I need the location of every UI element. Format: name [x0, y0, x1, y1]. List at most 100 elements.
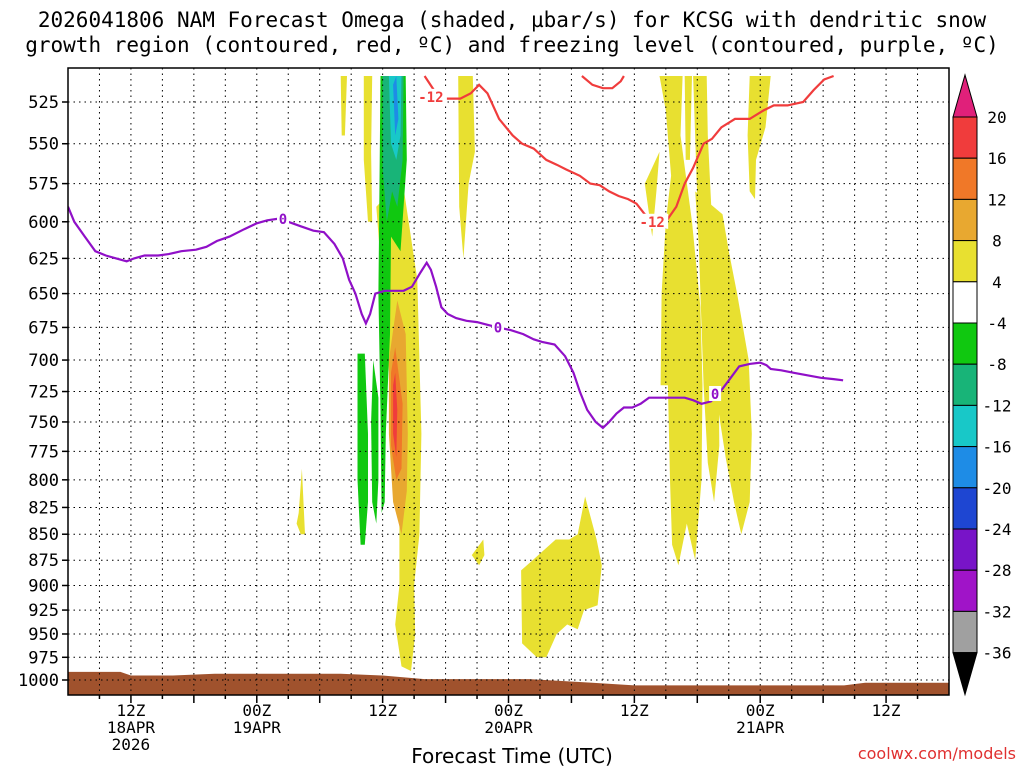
contour-label-1: -12	[640, 215, 665, 231]
x-tick-label-66-1: 21APR	[736, 718, 785, 737]
colorbar-label-13: -36	[983, 644, 1012, 663]
colorbar-bin-13	[952, 610, 978, 654]
colorbar-bin-5	[952, 281, 978, 324]
contour-label-bg-1	[636, 213, 669, 229]
colorbar-bin-7	[952, 363, 978, 406]
colorbar-bin-9	[952, 446, 978, 489]
omega-region-3	[458, 76, 475, 259]
y-tick-label-675: 675	[28, 318, 59, 338]
colorbar-bin-4	[952, 240, 978, 283]
colorbar-bin-2	[952, 157, 978, 200]
colorbar-label-10: -24	[983, 520, 1012, 539]
contour-lines	[68, 74, 844, 430]
colorbar-label-6: -8	[987, 355, 1006, 374]
y-tick-label-600: 600	[28, 213, 59, 233]
x-tick-label-18-0: 00Z	[242, 701, 271, 720]
colorbar-bin-10	[952, 487, 978, 530]
y-tick-label-1000: 1000	[18, 671, 59, 691]
colorbar-bin-6	[952, 322, 978, 365]
y-tick-label-875: 875	[28, 551, 59, 571]
site-credit: coolwx.com/models	[857, 744, 1016, 763]
omega-region-21	[393, 76, 399, 136]
x-tick-label-6-0: 12Z	[116, 701, 145, 720]
omega-region-4	[296, 468, 305, 535]
y-tick-label-525: 525	[28, 93, 59, 113]
y-tick-label-900: 900	[28, 576, 59, 596]
contour-labels: -12 -12 0 0 0	[277, 88, 722, 403]
y-tick-label-800: 800	[28, 471, 59, 491]
x-tick-label-42-1: 20APR	[484, 718, 533, 737]
colorbar-bin-3	[952, 198, 978, 242]
contour-label-0: -12	[418, 90, 443, 106]
colorbar-label-11: -28	[983, 561, 1012, 580]
contour-label-3: 0	[494, 320, 502, 336]
colorbar-bin-1	[952, 116, 978, 159]
x-tick-label-54-0: 12Z	[620, 701, 649, 720]
colorbar-label-0: 20	[987, 108, 1006, 127]
y-tick-label-775: 775	[28, 442, 59, 462]
x-tick-label-78-0: 12Z	[872, 701, 901, 720]
omega-shading	[296, 76, 771, 671]
y-tick-label-725: 725	[28, 383, 59, 403]
title-line-2: growth region (contoured, red, ºC) and f…	[25, 33, 999, 57]
contour-label-bg-3	[492, 319, 505, 335]
colorbar: 20 16 12 8 4 -4 -8 -12 -16 -20 -24 -28 -32 -36	[952, 73, 1012, 697]
colorbar-label-4: 4	[992, 273, 1002, 292]
y-tick-label-700: 700	[28, 351, 59, 371]
contour-line-1	[581, 75, 625, 90]
contour-label-2: 0	[279, 212, 287, 228]
x-tick-label-6-2: 2026	[112, 735, 151, 754]
contour-label-4: 0	[711, 387, 719, 403]
y-tick-label-575: 575	[28, 175, 59, 195]
omega-region-7	[644, 151, 660, 237]
omega-region-12	[695, 191, 752, 535]
colorbar-label-9: -20	[983, 479, 1012, 498]
x-tick-label-6-1: 18APR	[107, 718, 156, 737]
omega-region-9	[684, 76, 692, 160]
colorbar-bin-11	[952, 528, 978, 571]
contour-label-bg-4	[709, 386, 722, 402]
y-tick-label-825: 825	[28, 498, 59, 518]
omega-region-16	[357, 353, 368, 545]
ground-layer	[68, 671, 949, 695]
y-axis: 525 550 575 600 625 650 675 700 725 750 775 800 825 8…	[18, 93, 68, 691]
contour-line-0	[423, 74, 834, 223]
colorbar-label-2: 12	[987, 190, 1006, 209]
omega-region-11	[747, 76, 771, 200]
y-tick-label-975: 975	[28, 648, 59, 668]
x-tick-label-30-0: 12Z	[368, 701, 397, 720]
x-tick-label-66-0: 00Z	[746, 701, 775, 720]
colorbar-label-12: -32	[983, 602, 1012, 621]
y-tick-label-925: 925	[28, 601, 59, 621]
y-tick-label-625: 625	[28, 249, 59, 269]
omega-region-15	[393, 372, 398, 458]
y-tick-label-950: 950	[28, 625, 59, 645]
title-line-1: 2026041806 NAM Forecast Omega (shaded, µ…	[37, 8, 987, 32]
contour-line-2	[68, 206, 844, 430]
y-tick-label-850: 850	[28, 525, 59, 545]
colorbar-arrow-bottom	[952, 652, 978, 697]
x-tick-label-18-1: 19APR	[233, 718, 282, 737]
contour-label-bg-0	[414, 88, 447, 104]
omega-region-17	[371, 360, 379, 524]
y-tick-label-550: 550	[28, 135, 59, 155]
colorbar-label-1: 16	[987, 149, 1006, 168]
y-tick-label-750: 750	[28, 413, 59, 433]
contour-label-bg-2	[277, 210, 290, 226]
grid-lines	[68, 68, 950, 695]
y-tick-label-650: 650	[28, 285, 59, 305]
ground-fill	[68, 671, 949, 695]
omega-region-1	[363, 76, 373, 222]
omega-region-5	[471, 539, 485, 566]
colorbar-label-7: -12	[983, 396, 1012, 415]
colorbar-label-8: -16	[983, 438, 1012, 457]
colorbar-arrow-top	[952, 73, 978, 118]
omega-region-6	[521, 496, 602, 658]
x-axis-title: Forecast Time (UTC)	[411, 744, 613, 768]
colorbar-label-5: -4	[987, 314, 1006, 333]
x-tick-label-42-0: 00Z	[494, 701, 523, 720]
omega-region-8	[659, 76, 703, 566]
colorbar-bin-8	[952, 404, 978, 448]
